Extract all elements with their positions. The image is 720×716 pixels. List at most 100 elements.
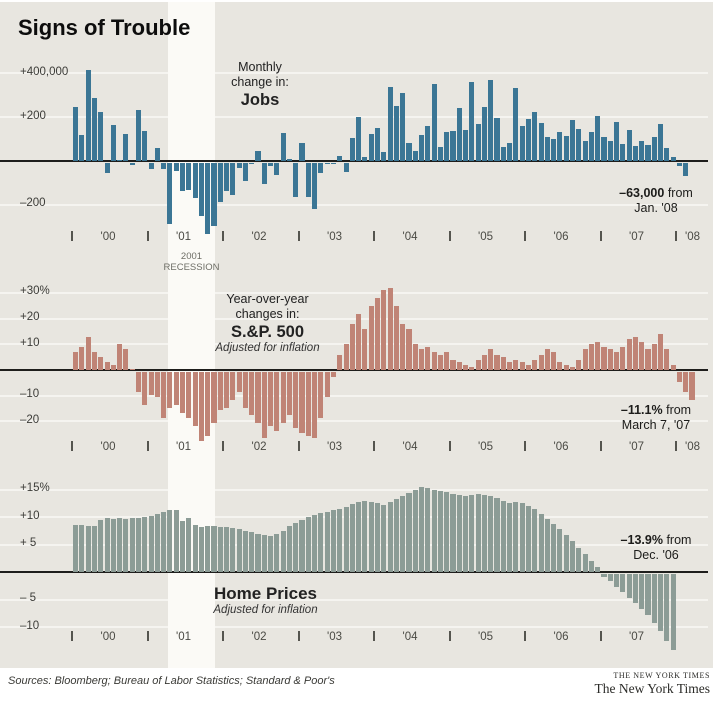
bar [286, 526, 293, 573]
bar [620, 143, 626, 161]
axis-tick [146, 441, 149, 451]
bar [569, 119, 576, 161]
bar [123, 134, 129, 161]
bar [299, 371, 305, 434]
bar [595, 341, 601, 370]
bar [437, 147, 443, 161]
bar [557, 131, 563, 161]
bar [626, 573, 632, 598]
y-axis-label: +400,000 [20, 65, 69, 78]
bar [179, 371, 186, 413]
bar [91, 98, 98, 161]
bar [626, 129, 632, 161]
axis-year-label: '03 [327, 441, 342, 453]
bar [161, 511, 167, 572]
bar [387, 287, 393, 370]
bar [123, 518, 129, 572]
gridline [0, 488, 708, 491]
bar [211, 162, 217, 227]
bar [437, 354, 443, 370]
bar [217, 371, 223, 410]
gridline [0, 116, 708, 119]
bar [305, 162, 311, 198]
bar [658, 334, 664, 370]
bar [104, 362, 110, 370]
bar [412, 489, 418, 572]
axis-tick [524, 441, 526, 451]
bar [601, 346, 607, 370]
bar [73, 352, 79, 370]
bar [519, 503, 525, 573]
bar [179, 162, 186, 191]
bar [456, 495, 462, 572]
home-annotation-line1: –13.9% from [620, 533, 692, 547]
bar [91, 352, 98, 370]
bar [299, 142, 305, 161]
bar [507, 362, 513, 370]
axis-tick [373, 441, 375, 451]
bar [418, 134, 425, 161]
bar [255, 151, 261, 161]
gridline [0, 317, 708, 320]
bar [192, 525, 198, 573]
axis-tick [448, 441, 451, 451]
bar [488, 496, 494, 572]
jobs-zero-axis [0, 160, 708, 162]
bar [431, 489, 437, 572]
bar [563, 364, 569, 370]
axis-tick [675, 441, 677, 451]
sp500-title-line2: changes in: [235, 306, 300, 321]
bar [205, 526, 211, 573]
bar [312, 162, 318, 209]
bar [368, 133, 374, 161]
sp500-title-main: S.&P. 500 [230, 323, 305, 341]
bar [463, 496, 469, 572]
bar [450, 359, 456, 370]
bar [368, 501, 374, 572]
bar [651, 344, 657, 370]
bar [205, 162, 211, 234]
bar [500, 500, 506, 572]
bar [73, 106, 79, 161]
bar [475, 124, 481, 161]
bar [532, 509, 538, 572]
bar [670, 364, 676, 370]
axis-tick [71, 231, 73, 241]
bar [79, 134, 85, 161]
bar [167, 371, 173, 408]
bar [444, 492, 450, 573]
bar [676, 371, 682, 382]
bar [569, 367, 576, 370]
bar [551, 139, 557, 161]
axis-tick [71, 631, 73, 641]
bar [406, 328, 412, 370]
bar [632, 145, 638, 161]
gridline [0, 203, 708, 206]
bar [280, 371, 286, 423]
bar [98, 519, 104, 573]
axis-year-label: '05 [478, 441, 493, 453]
bar [129, 518, 135, 572]
y-axis-label: +10 [20, 336, 40, 349]
bar [343, 344, 349, 370]
bar [381, 151, 387, 161]
bar [274, 371, 280, 431]
bar [280, 133, 286, 161]
axis-year-label: '07 [629, 441, 644, 453]
bar [431, 84, 437, 161]
axis-year-label: '04 [402, 631, 418, 643]
bar [135, 371, 142, 393]
axis-tick [675, 231, 677, 241]
bar [299, 519, 305, 573]
bar [469, 367, 475, 370]
bar [293, 162, 299, 197]
axis-year-label: '05 [478, 631, 493, 643]
bar [676, 162, 682, 167]
bar [230, 528, 236, 572]
axis-year-label: '08 [685, 231, 700, 243]
bar [393, 305, 399, 371]
bar [425, 126, 431, 161]
bar [418, 349, 425, 370]
axis-tick [524, 231, 526, 241]
home-prices-title-main: Home Prices [214, 584, 317, 603]
